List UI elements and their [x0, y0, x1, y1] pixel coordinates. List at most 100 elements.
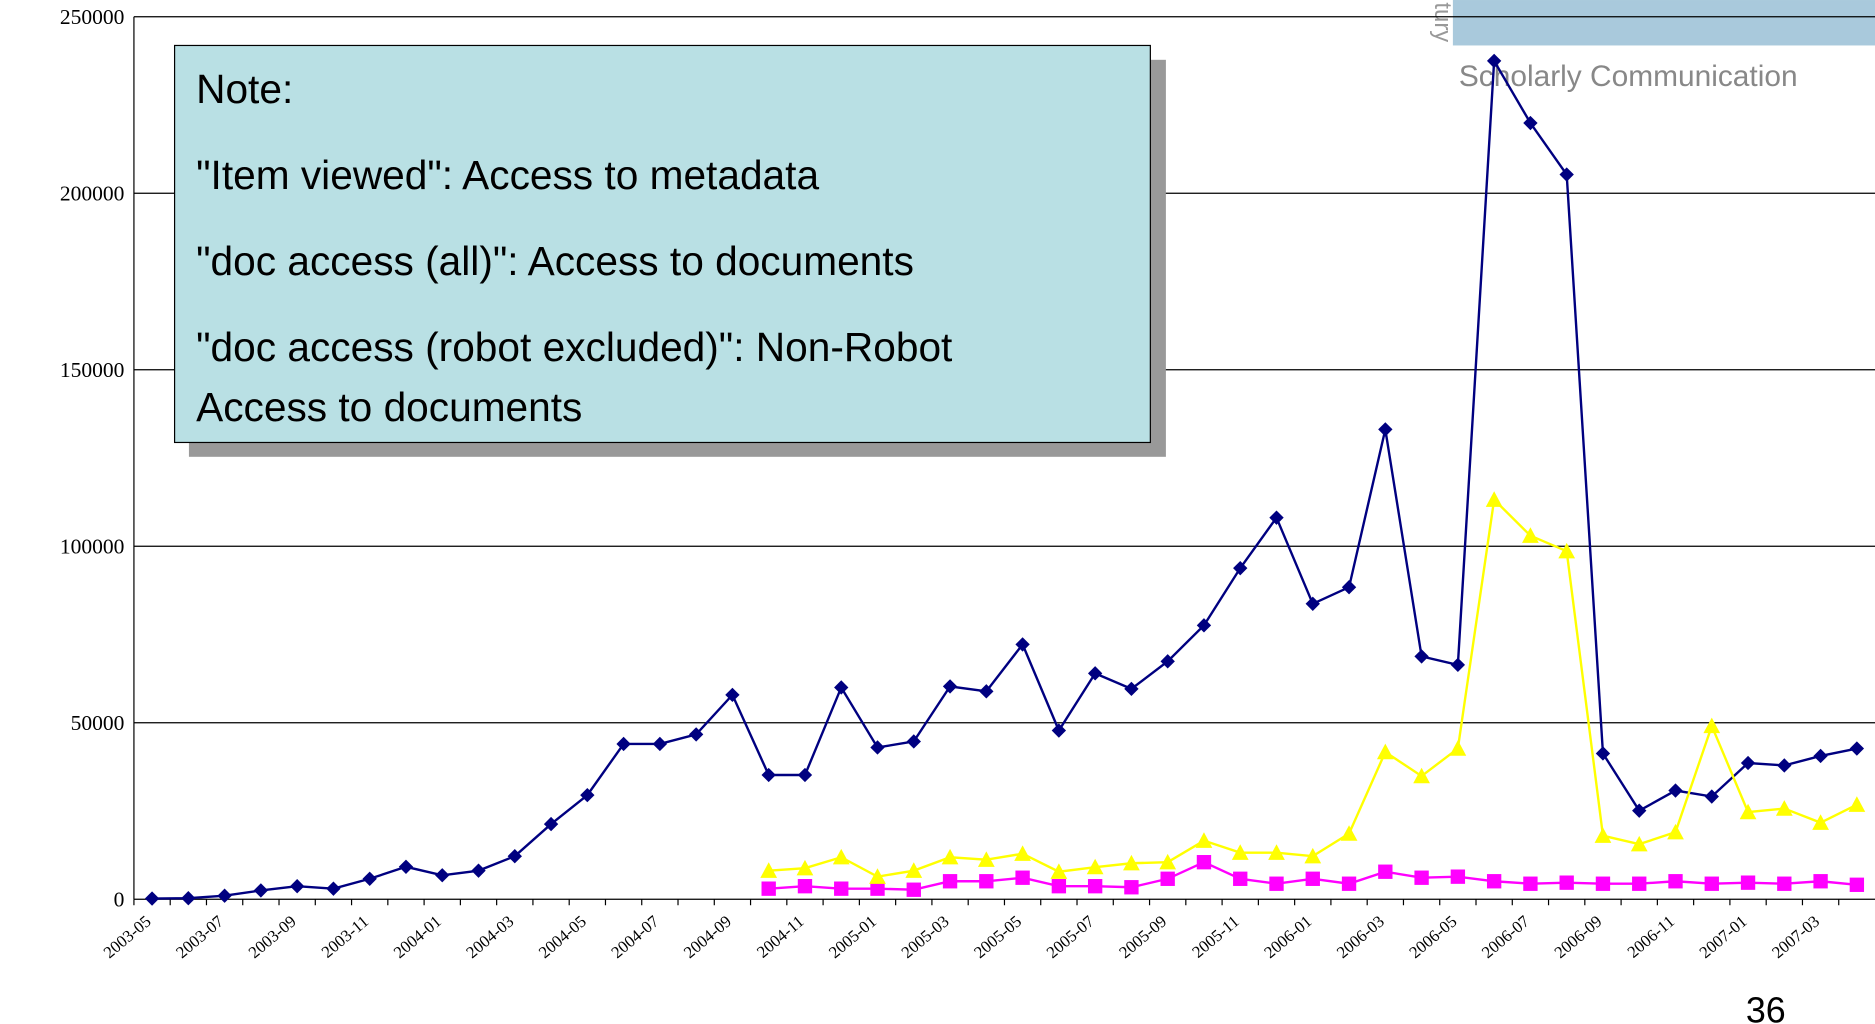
x-tick-label: 2005-03	[898, 912, 953, 962]
x-tick-label: 2006-01	[1260, 912, 1315, 962]
point	[363, 872, 377, 886]
point	[1451, 658, 1465, 672]
point	[1848, 796, 1865, 812]
x-tick-label: 2004-03	[462, 912, 517, 962]
point	[1014, 845, 1031, 861]
point	[905, 862, 922, 878]
x-tick-label: 2007-03	[1768, 912, 1823, 962]
x-tick-label: 2004-05	[535, 912, 590, 962]
y-tick-label: 50000	[71, 711, 125, 735]
x-tick-label: 2006-09	[1551, 912, 1606, 962]
x-tick-label: 2005-05	[970, 912, 1025, 962]
point	[1667, 824, 1684, 840]
x-tick-label: 2003-11	[318, 912, 372, 962]
point	[435, 868, 449, 882]
point	[870, 740, 884, 754]
point	[1487, 874, 1501, 888]
point	[1414, 649, 1428, 663]
slide: tury Scholarly Communication 05000010000…	[0, 0, 1875, 1024]
point	[1269, 877, 1283, 891]
point	[254, 883, 268, 897]
point	[399, 860, 413, 874]
x-tick-label: 2003-07	[172, 912, 227, 962]
point	[1813, 749, 1827, 763]
point	[1378, 422, 1392, 436]
point	[1668, 874, 1682, 888]
point	[1124, 880, 1138, 894]
page-number: 36	[1746, 990, 1786, 1024]
point	[1486, 491, 1503, 507]
point	[1668, 783, 1682, 797]
point	[145, 891, 159, 905]
point	[326, 881, 340, 895]
note-line: "doc access (robot excluded)": Non-Robot	[196, 324, 952, 370]
point	[1088, 879, 1102, 893]
point	[1523, 116, 1537, 130]
point	[762, 768, 776, 782]
point	[1341, 825, 1358, 841]
point	[181, 891, 195, 905]
x-tick-label: 2005-11	[1188, 912, 1242, 962]
x-tick-label: 2004-01	[390, 912, 445, 962]
photo	[1453, 0, 1875, 45]
point	[833, 849, 850, 865]
point	[907, 734, 921, 748]
x-tick-label: 2004-09	[680, 912, 735, 962]
point	[1596, 877, 1610, 891]
point	[943, 874, 957, 888]
point	[1777, 758, 1791, 772]
x-tick-label: 2003-09	[245, 912, 300, 962]
note-line: Note:	[196, 66, 293, 112]
y-tick-label: 0	[114, 887, 125, 911]
note-line: "doc access (all)": Access to documents	[196, 238, 914, 284]
point	[1196, 832, 1213, 848]
x-tick-label: 2005-01	[825, 912, 880, 962]
point	[1342, 877, 1356, 891]
point	[979, 874, 993, 888]
side-text: tury	[1429, 2, 1456, 42]
x-tick-label: 2005-07	[1043, 912, 1098, 962]
point	[1813, 874, 1827, 888]
point	[1306, 597, 1320, 611]
point	[1560, 167, 1574, 181]
point	[1378, 865, 1392, 879]
point	[1850, 878, 1864, 892]
point	[1596, 746, 1610, 760]
y-tick-label: 200000	[60, 181, 125, 205]
point	[1052, 879, 1066, 893]
point	[1632, 803, 1646, 817]
x-tick-label: 2006-11	[1624, 912, 1678, 962]
x-tick-label: 2006-05	[1405, 912, 1460, 962]
y-tick-label: 250000	[60, 5, 125, 29]
point	[798, 768, 812, 782]
point	[943, 679, 957, 693]
point	[1812, 814, 1829, 830]
point	[1306, 872, 1320, 886]
x-tick-label: 2004-07	[608, 912, 663, 962]
point	[1161, 872, 1175, 886]
point	[1850, 741, 1864, 755]
point	[1558, 543, 1575, 559]
point	[907, 883, 921, 897]
point	[1595, 827, 1612, 843]
series-line	[769, 500, 1857, 877]
note-line: Access to documents	[196, 384, 582, 430]
point	[762, 881, 776, 895]
point	[1449, 740, 1466, 756]
point	[653, 737, 667, 751]
point	[1015, 871, 1029, 885]
x-tick-label: 2007-01	[1696, 912, 1751, 962]
point	[834, 680, 848, 694]
note-line: "Item viewed": Access to metadata	[196, 152, 819, 198]
x-tick-label: 2006-03	[1333, 912, 1388, 962]
point	[1560, 875, 1574, 889]
point	[217, 889, 231, 903]
point	[1413, 768, 1430, 784]
point	[1233, 872, 1247, 886]
point	[290, 879, 304, 893]
point	[1523, 877, 1537, 891]
point	[1705, 877, 1719, 891]
page: tury Scholarly Communication 05000010000…	[0, 0, 1875, 1024]
point	[1451, 869, 1465, 883]
point	[1377, 744, 1394, 760]
